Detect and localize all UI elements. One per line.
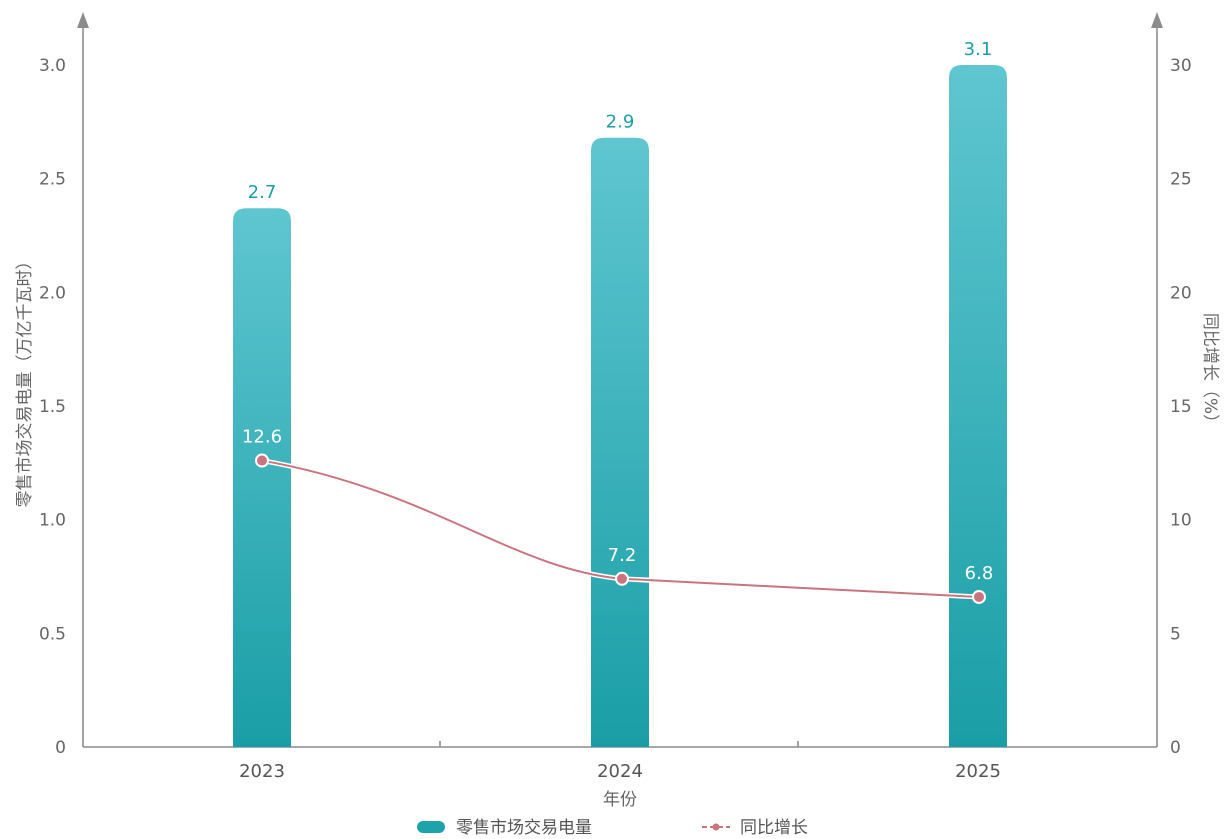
bar-2024 xyxy=(591,137,649,747)
bar-2025 xyxy=(949,65,1007,747)
right-axis-title: 同比增长（%） xyxy=(1200,313,1220,431)
bar-value-label: 3.1 xyxy=(964,39,993,60)
line-point xyxy=(617,573,627,584)
x-category-label: 2024 xyxy=(597,761,643,782)
x-category-labels: 2023 2024 2025 xyxy=(239,761,1001,782)
legend-bar-label: 零售市场交易电量 xyxy=(456,818,592,838)
right-tick-label: 10 xyxy=(1170,511,1192,531)
left-axis-arrow xyxy=(77,12,89,28)
bar-value-labels: 2.7 2.9 3.1 xyxy=(248,39,993,203)
bar-value-label: 2.7 xyxy=(248,182,277,203)
left-tick-labels: 0 0.5 1.0 1.5 2.0 2.5 3.0 xyxy=(39,56,66,758)
legend-line-marker xyxy=(712,823,720,831)
left-tick-label: 3.0 xyxy=(39,56,66,76)
left-tick-label: 2.0 xyxy=(39,283,66,303)
right-tick-label: 5 xyxy=(1170,624,1181,644)
line-value-label: 7.2 xyxy=(608,545,637,566)
x-axis-title: 年份 xyxy=(603,790,637,810)
line-series: 12.6 7.2 6.8 xyxy=(242,427,993,604)
legend: 零售市场交易电量 同比增长 xyxy=(417,818,808,838)
left-tick-label: 1.0 xyxy=(39,511,66,531)
legend-line-label: 同比增长 xyxy=(740,818,808,838)
right-tick-label: 25 xyxy=(1170,170,1192,190)
bar-2023 xyxy=(233,208,291,748)
x-category-label: 2023 xyxy=(239,761,285,782)
bar-series xyxy=(233,65,1007,748)
bar-value-label: 2.9 xyxy=(606,112,635,133)
line-value-label: 12.6 xyxy=(242,427,282,448)
left-tick-label: 1.5 xyxy=(39,397,66,417)
right-tick-label: 20 xyxy=(1170,283,1192,303)
left-axis-title: 零售市场交易电量（万亿千瓦时） xyxy=(15,253,35,508)
right-tick-labels: 0 5 10 15 20 25 30 xyxy=(1170,56,1192,758)
right-tick-label: 30 xyxy=(1170,56,1192,76)
right-tick-label: 15 xyxy=(1170,397,1192,417)
left-tick-label: 0.5 xyxy=(39,624,66,644)
line-point xyxy=(974,591,984,602)
legend-bar-swatch xyxy=(417,821,445,833)
line-point xyxy=(257,455,267,466)
right-axis-arrow xyxy=(1151,12,1163,28)
x-category-label: 2025 xyxy=(955,761,1001,782)
left-tick-label: 0 xyxy=(55,738,66,758)
line-value-label: 6.8 xyxy=(965,563,994,584)
left-tick-label: 2.5 xyxy=(39,170,66,190)
right-tick-label: 0 xyxy=(1170,738,1181,758)
